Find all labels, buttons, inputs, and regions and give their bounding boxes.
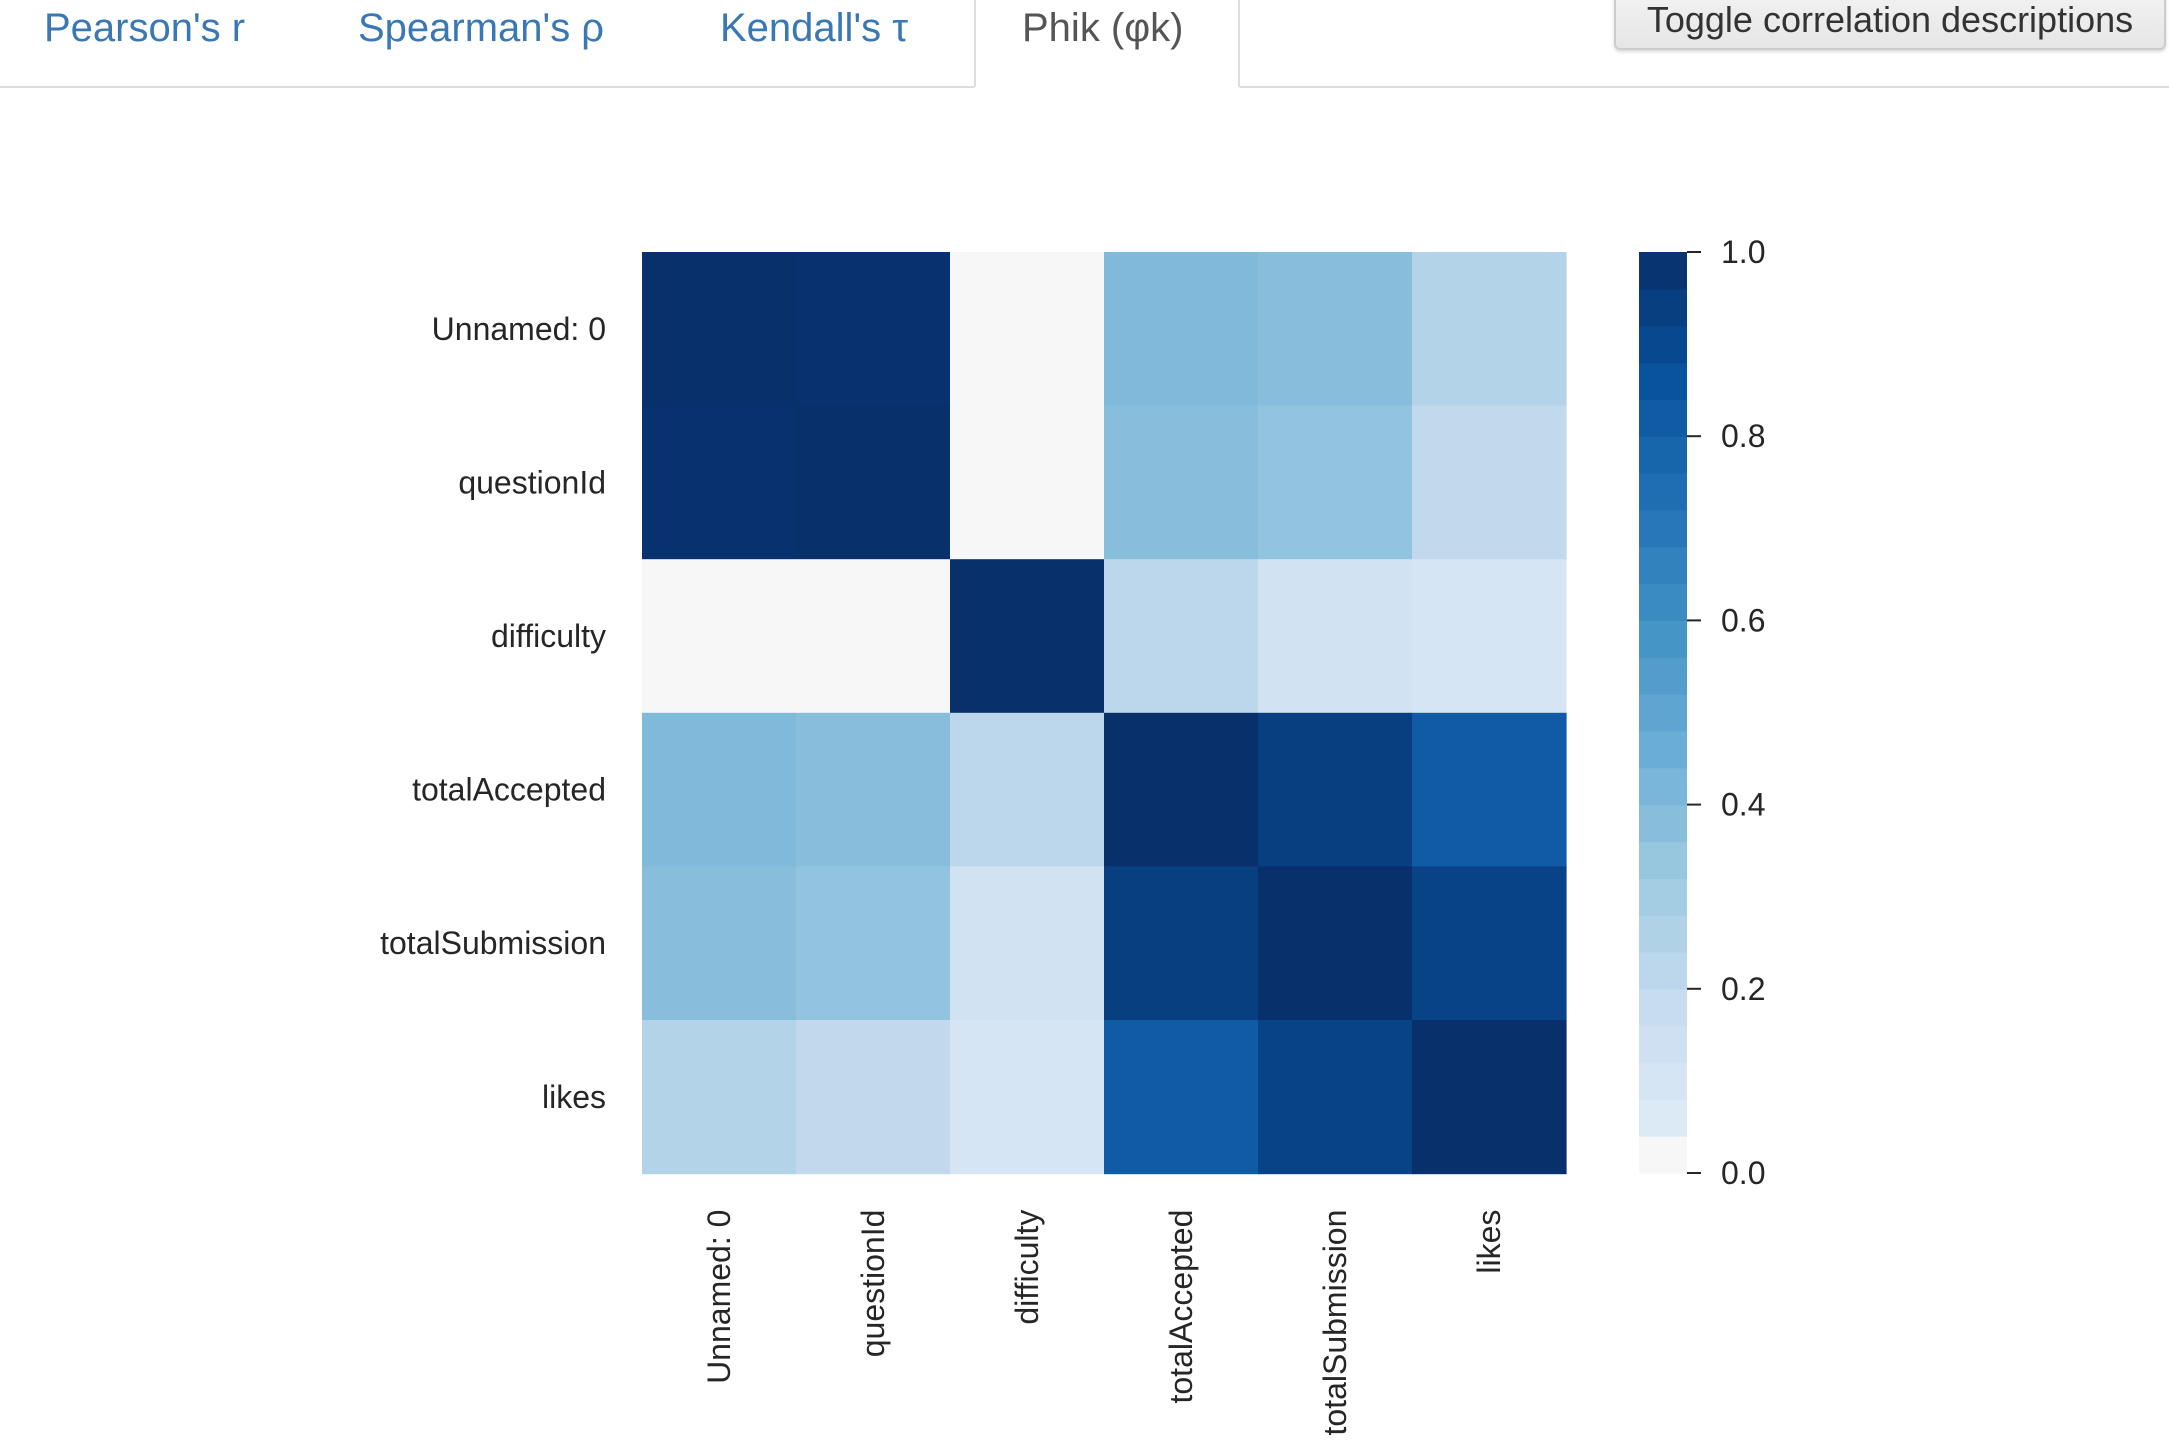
heatmap-cell (1104, 1020, 1259, 1175)
heatmap-cell (796, 866, 951, 1021)
heatmap-column-label: Unnamed: 0 (701, 1210, 737, 1384)
heatmap-cell (796, 405, 951, 560)
heatmap-cell (950, 252, 1105, 407)
colorbar-segment (1639, 1099, 1687, 1137)
tab-phik[interactable]: Phik (φk) (974, 0, 1240, 88)
heatmap-cell (1412, 559, 1567, 714)
colorbar-segment (1639, 473, 1687, 511)
heatmap-cell (796, 712, 951, 867)
heatmap-cell (642, 252, 797, 407)
heatmap-cell (642, 1020, 797, 1175)
heatmap-row-label: questionId (458, 464, 606, 500)
heatmap-cell (950, 1020, 1105, 1175)
colorbar-segment (1639, 915, 1687, 953)
heatmap-cell (642, 712, 797, 867)
colorbar-segment (1639, 878, 1687, 916)
heatmap-cell (1412, 405, 1567, 560)
tab-pearson[interactable]: Pearson's r (44, 0, 274, 86)
heatmap-cell (1258, 712, 1413, 867)
colorbar-segment (1639, 1136, 1687, 1174)
heatmap-cell (1412, 1020, 1567, 1175)
heatmap-row-label: totalAccepted (412, 772, 606, 808)
heatmap-cell (642, 405, 797, 560)
colorbar-tick-label: 1.0 (1721, 234, 1765, 270)
heatmap-cell (1258, 1020, 1413, 1175)
heatmap-cell (1104, 712, 1259, 867)
heatmap-column-label: likes (1471, 1210, 1507, 1274)
colorbar-segment (1639, 988, 1687, 1027)
heatmap-cell (1104, 405, 1259, 560)
colorbar-segment (1639, 509, 1687, 548)
heatmap-cell (796, 559, 951, 714)
heatmap-row-label: likes (542, 1079, 606, 1115)
heatmap-row-label: Unnamed: 0 (432, 311, 606, 347)
colorbar-tick-label: 0.8 (1721, 418, 1765, 454)
heatmap-column-label: totalSubmission (1317, 1210, 1353, 1436)
heatmap-cell (1104, 252, 1259, 407)
heatmap-row-label: totalSubmission (380, 925, 606, 961)
heatmap-cell (642, 559, 797, 714)
heatmap-cell (1258, 252, 1413, 407)
heatmap-column-label: difficulty (1009, 1210, 1045, 1325)
colorbar-segment (1639, 252, 1687, 290)
heatmap-cell (1104, 559, 1259, 714)
heatmap-cell (1104, 866, 1259, 1021)
colorbar-segment (1639, 730, 1687, 769)
tab-kendall-label: Kendall's τ (720, 6, 908, 50)
tab-kendall[interactable]: Kendall's τ (720, 0, 950, 86)
colorbar-tick-label: 0.0 (1721, 1155, 1765, 1191)
heatmap-cell (950, 405, 1105, 560)
heatmap-cell (1412, 866, 1567, 1021)
tab-spearman-label: Spearman's ρ (358, 6, 605, 50)
heatmap-cell (1258, 559, 1413, 714)
colorbar-segment (1639, 546, 1687, 585)
tab-pearson-label: Pearson's r (44, 6, 246, 50)
colorbar-segment (1639, 951, 1687, 990)
heatmap-cell (796, 252, 951, 407)
correlation-tabs: Pearson's r Spearman's ρ Kendall's τ Phi… (0, 0, 2169, 88)
heatmap-cell (950, 559, 1105, 714)
colorbar-segment (1639, 436, 1687, 474)
toggle-correlation-descriptions-label: Toggle correlation descriptions (1646, 0, 2134, 40)
colorbar-tick-label: 0.4 (1721, 787, 1765, 823)
colorbar-tick-label: 0.6 (1721, 602, 1765, 638)
tab-phik-label: Phik (φk) (1022, 6, 1184, 50)
heatmap-row-label: difficulty (491, 618, 606, 654)
heatmap-cell (642, 866, 797, 1021)
heatmap-cell (950, 866, 1105, 1021)
colorbar-segment (1639, 841, 1687, 879)
heatmap-cell (1412, 252, 1567, 407)
heatmap-column-label: totalAccepted (1163, 1210, 1199, 1404)
colorbar-segment (1639, 288, 1687, 327)
toggle-correlation-descriptions-button[interactable]: Toggle correlation descriptions (1614, 0, 2166, 50)
colorbar-segment (1639, 767, 1687, 806)
colorbar-segment (1639, 694, 1687, 732)
colorbar-segment (1639, 657, 1687, 695)
colorbar-segment (1639, 325, 1687, 364)
heatmap-cell (950, 712, 1105, 867)
colorbar-segment (1639, 362, 1687, 400)
colorbar-segment (1639, 804, 1687, 843)
heatmap-column-label: questionId (855, 1210, 891, 1358)
heatmap-cell (1258, 405, 1413, 560)
heatmap-cell (796, 1020, 951, 1175)
colorbar-segment (1639, 1062, 1687, 1100)
heatmap-cell (1412, 712, 1567, 867)
tab-spearman[interactable]: Spearman's ρ (358, 0, 648, 86)
colorbar-segment (1639, 583, 1687, 621)
colorbar-segment (1639, 399, 1687, 437)
colorbar-segment (1639, 620, 1687, 658)
colorbar-segment (1639, 1025, 1687, 1064)
heatmap-cell (1258, 866, 1413, 1021)
colorbar-tick-label: 0.2 (1721, 971, 1765, 1007)
